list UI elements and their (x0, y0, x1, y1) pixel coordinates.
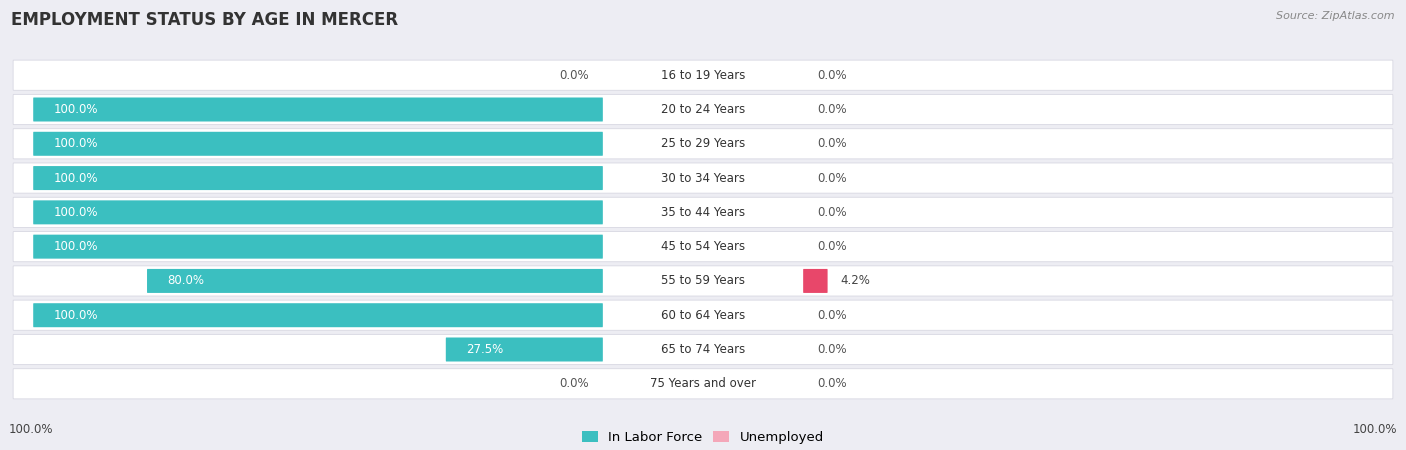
FancyBboxPatch shape (446, 338, 603, 361)
Text: 0.0%: 0.0% (817, 309, 846, 322)
Text: 55 to 59 Years: 55 to 59 Years (661, 274, 745, 288)
Text: 4.2%: 4.2% (841, 274, 870, 288)
Text: 0.0%: 0.0% (560, 377, 589, 390)
Text: 100.0%: 100.0% (53, 206, 98, 219)
Text: 0.0%: 0.0% (817, 206, 846, 219)
Text: 45 to 54 Years: 45 to 54 Years (661, 240, 745, 253)
Text: 25 to 29 Years: 25 to 29 Years (661, 137, 745, 150)
FancyBboxPatch shape (13, 197, 1393, 227)
Text: 100.0%: 100.0% (53, 309, 98, 322)
FancyBboxPatch shape (148, 269, 603, 293)
FancyBboxPatch shape (13, 232, 1393, 262)
Text: 65 to 74 Years: 65 to 74 Years (661, 343, 745, 356)
FancyBboxPatch shape (13, 129, 1393, 159)
FancyBboxPatch shape (34, 200, 603, 225)
Text: 27.5%: 27.5% (467, 343, 503, 356)
Text: 20 to 24 Years: 20 to 24 Years (661, 103, 745, 116)
Text: 30 to 34 Years: 30 to 34 Years (661, 171, 745, 184)
Text: 100.0%: 100.0% (53, 171, 98, 184)
Text: 100.0%: 100.0% (8, 423, 53, 436)
Text: 100.0%: 100.0% (1353, 423, 1398, 436)
FancyBboxPatch shape (13, 94, 1393, 125)
FancyBboxPatch shape (34, 166, 603, 190)
FancyBboxPatch shape (34, 234, 603, 259)
FancyBboxPatch shape (34, 303, 603, 327)
Text: 100.0%: 100.0% (53, 240, 98, 253)
FancyBboxPatch shape (13, 300, 1393, 330)
Text: Source: ZipAtlas.com: Source: ZipAtlas.com (1277, 11, 1395, 21)
FancyBboxPatch shape (803, 269, 828, 293)
FancyBboxPatch shape (34, 98, 603, 122)
Text: 75 Years and over: 75 Years and over (650, 377, 756, 390)
Text: 60 to 64 Years: 60 to 64 Years (661, 309, 745, 322)
FancyBboxPatch shape (13, 369, 1393, 399)
FancyBboxPatch shape (13, 266, 1393, 296)
Text: 100.0%: 100.0% (53, 103, 98, 116)
Legend: In Labor Force, Unemployed: In Labor Force, Unemployed (576, 426, 830, 450)
Text: 0.0%: 0.0% (817, 240, 846, 253)
Text: 0.0%: 0.0% (817, 171, 846, 184)
Text: 0.0%: 0.0% (817, 343, 846, 356)
Text: 35 to 44 Years: 35 to 44 Years (661, 206, 745, 219)
FancyBboxPatch shape (13, 60, 1393, 90)
FancyBboxPatch shape (13, 163, 1393, 193)
Text: 80.0%: 80.0% (167, 274, 204, 288)
Text: 100.0%: 100.0% (53, 137, 98, 150)
FancyBboxPatch shape (34, 132, 603, 156)
FancyBboxPatch shape (13, 334, 1393, 365)
Text: 0.0%: 0.0% (817, 69, 846, 82)
Text: 0.0%: 0.0% (817, 103, 846, 116)
Text: EMPLOYMENT STATUS BY AGE IN MERCER: EMPLOYMENT STATUS BY AGE IN MERCER (11, 11, 398, 29)
Text: 0.0%: 0.0% (817, 137, 846, 150)
Text: 16 to 19 Years: 16 to 19 Years (661, 69, 745, 82)
Text: 0.0%: 0.0% (817, 377, 846, 390)
Text: 0.0%: 0.0% (560, 69, 589, 82)
